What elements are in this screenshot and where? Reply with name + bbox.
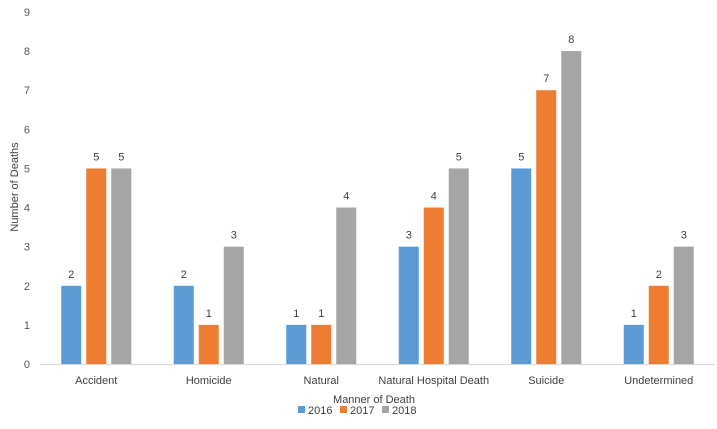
bar-2017-undetermined [648, 285, 669, 364]
data-label: 4 [431, 191, 437, 203]
y-tick-label: 7 [24, 85, 30, 97]
data-label: 1 [318, 308, 324, 320]
bar-2017-accident [86, 168, 107, 364]
data-label: 1 [206, 308, 212, 320]
bar-2016-natural-hospital-death [398, 246, 419, 364]
legend-swatch [340, 406, 347, 413]
y-tick-label: 3 [24, 242, 30, 254]
data-label: 8 [568, 34, 574, 46]
data-label: 2 [68, 269, 74, 281]
data-label: 5 [518, 151, 524, 163]
data-label: 3 [681, 230, 687, 242]
data-label: 2 [656, 269, 662, 281]
y-tick-label: 0 [24, 359, 30, 371]
bar-2017-natural [311, 324, 332, 364]
bar-2018-accident [111, 168, 132, 364]
y-tick-label: 6 [24, 124, 30, 136]
legend-label: 2016 [308, 405, 332, 417]
x-axis-title: Manner of Death [333, 394, 415, 406]
x-category-label: Homicide [186, 375, 232, 387]
legend-label: 2017 [350, 405, 374, 417]
data-label: 3 [406, 230, 412, 242]
bar-2016-natural [286, 324, 307, 364]
y-tick-label: 4 [24, 203, 30, 215]
data-label: 3 [231, 230, 237, 242]
data-label: 5 [118, 151, 124, 163]
x-category-label: Accident [75, 375, 117, 387]
bar-2017-homicide [198, 324, 219, 364]
bar-2018-suicide [561, 51, 582, 364]
legend-swatch [298, 406, 305, 413]
x-category-label: Undetermined [624, 375, 693, 387]
x-category-label: Suicide [528, 375, 564, 387]
bar-2018-undetermined [673, 246, 694, 364]
bar-2016-undetermined [623, 324, 644, 364]
y-tick-label: 5 [24, 163, 30, 175]
data-label: 4 [343, 191, 349, 203]
data-label: 7 [543, 73, 549, 85]
y-axis-title: Number of Deaths [9, 142, 21, 232]
data-label: 5 [93, 151, 99, 163]
y-tick-label: 2 [24, 281, 30, 293]
data-label: 5 [456, 151, 462, 163]
legend: 2016 2017 2018 [298, 405, 416, 417]
y-axis-ticks: 0 1 2 3 4 5 6 7 8 9 [24, 7, 30, 371]
bar-2016-accident [61, 285, 82, 364]
bar-2016-homicide [173, 285, 194, 364]
y-tick-label: 1 [24, 320, 30, 332]
x-axis-categories: Accident Homicide Natural Natural Hospital … [75, 375, 693, 387]
legend-swatch [382, 406, 389, 413]
bar-2016-suicide [511, 168, 532, 364]
bar-2018-homicide [223, 246, 244, 364]
bar-2017-suicide [536, 90, 557, 364]
data-labels-group: 2 5 5 2 1 3 1 1 4 3 4 5 5 7 8 1 2 3 [68, 34, 687, 320]
y-tick-label: 9 [24, 7, 30, 19]
bar-2018-natural-hospital-death [448, 168, 469, 364]
bar-2017-natural-hospital-death [423, 207, 444, 364]
y-tick-label: 8 [24, 46, 30, 58]
data-label: 1 [631, 308, 637, 320]
x-category-label: Natural Hospital Death [378, 375, 489, 387]
data-label: 1 [293, 308, 299, 320]
data-label: 2 [181, 269, 187, 281]
bars-group [61, 51, 694, 364]
bar-2018-natural [336, 207, 357, 364]
legend-label: 2018 [392, 405, 416, 417]
x-category-label: Natural [304, 375, 339, 387]
